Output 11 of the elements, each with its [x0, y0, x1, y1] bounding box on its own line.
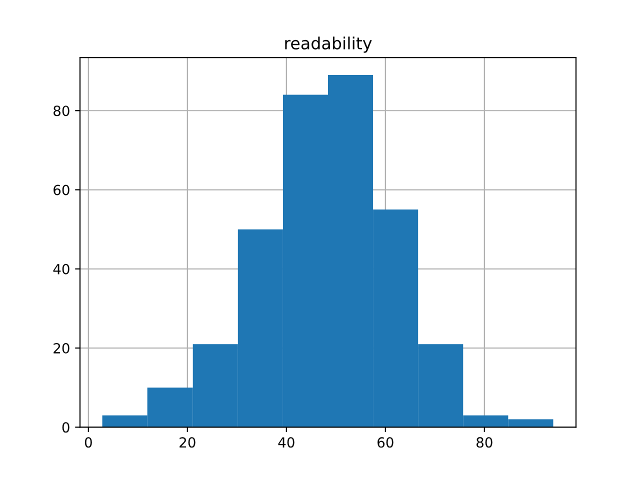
x-tick-label: 60: [378, 437, 394, 448]
y-tick-label: 40: [53, 264, 70, 274]
chart-title: readability: [285, 36, 372, 53]
y-tick-label: 20: [54, 343, 70, 354]
y-tick-label: 60: [54, 184, 70, 196]
x-tick-label: 80: [476, 437, 492, 448]
y-tick-label: 0: [62, 422, 70, 433]
x-tick-label: 40: [278, 437, 294, 448]
y-tick-label: 80: [54, 106, 70, 116]
x-tick-label: 20: [180, 437, 196, 448]
x-tick-label: 0: [84, 437, 92, 448]
